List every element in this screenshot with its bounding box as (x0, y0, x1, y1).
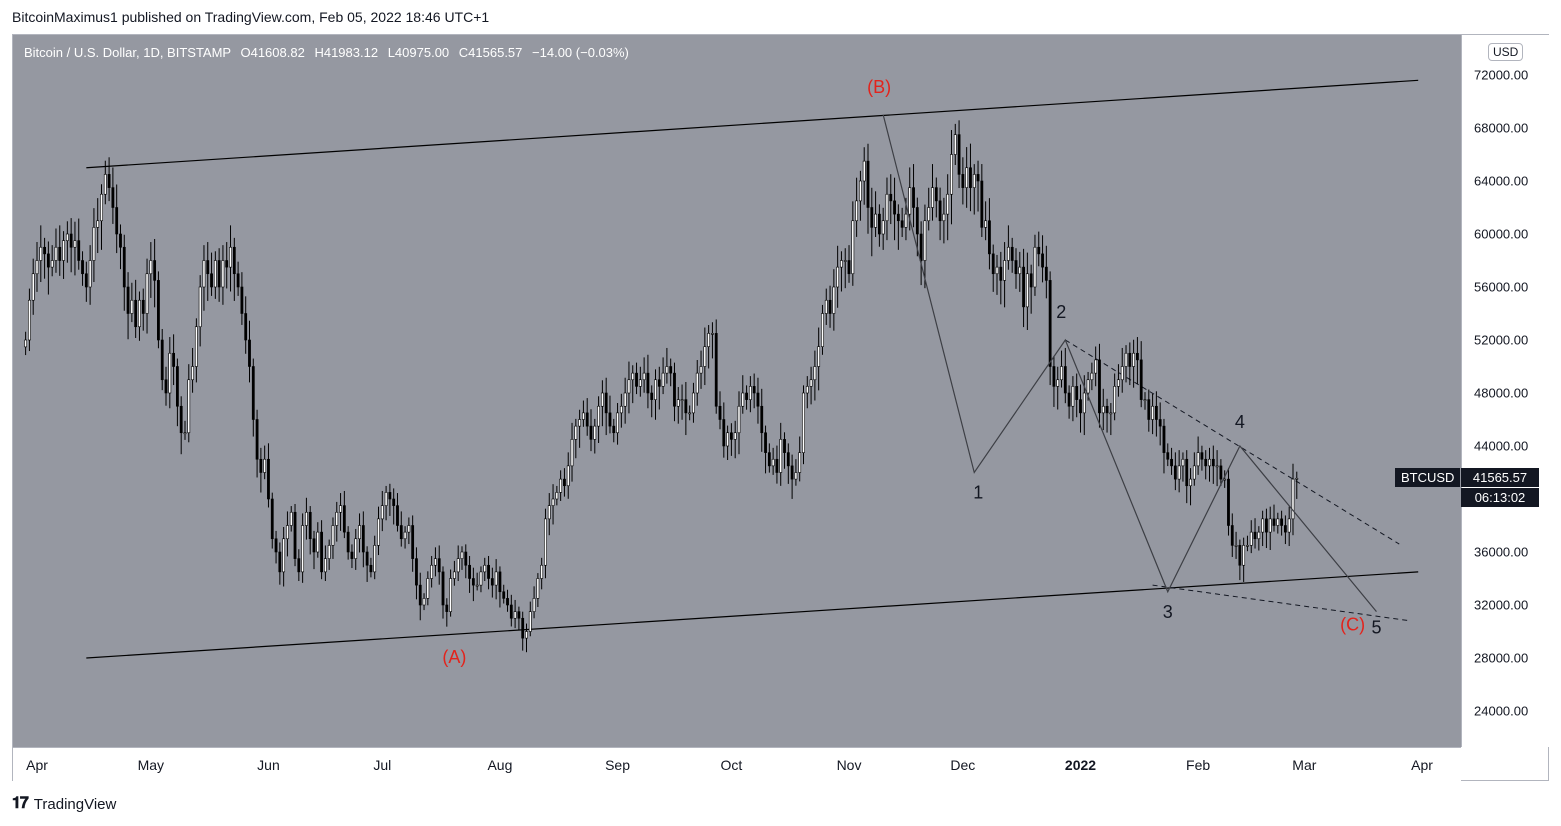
y-tick-label: 60000.00 (1474, 226, 1529, 242)
price-axis[interactable] (1461, 35, 1549, 747)
x-tick-label: Oct (720, 757, 743, 773)
x-tick-label: May (137, 757, 165, 773)
y-tick-label: 64000.00 (1474, 173, 1529, 189)
symbol-tag: BTCUSD (1395, 468, 1461, 487)
brand-name: TradingView (33, 795, 117, 813)
y-tick-label: 32000.00 (1474, 597, 1529, 613)
x-tick-label: Mar (1292, 757, 1317, 773)
y-tick-label: 48000.00 (1474, 385, 1529, 401)
currency-button[interactable]: USD (1488, 43, 1524, 61)
x-tick-label: Jun (257, 757, 280, 773)
y-tick-label: 28000.00 (1474, 650, 1529, 666)
x-tick-label: 2022 (1064, 757, 1097, 773)
x-tick-label: Apr (26, 757, 48, 773)
legend-symbol: Bitcoin / U.S. Dollar, 1D, BITSTAMP (24, 45, 231, 60)
x-tick-label: Sep (605, 757, 631, 773)
y-tick-label: 36000.00 (1474, 544, 1529, 560)
x-tick-label: Apr (1411, 757, 1433, 773)
ohlc-legend: Bitcoin / U.S. Dollar, 1D, BITSTAMP O416… (24, 45, 629, 60)
legend-open: O41608.82 (240, 45, 305, 60)
bar-countdown-tag: 06:13:02 (1461, 488, 1539, 507)
x-tick-label: Aug (487, 757, 513, 773)
y-tick-label: 52000.00 (1474, 332, 1529, 348)
legend-change: −14.00 (−0.03%) (532, 45, 629, 60)
legend-high: H41983.12 (314, 45, 379, 60)
last-price-tag: 41565.57 (1461, 468, 1539, 487)
legend-close: C41565.57 (458, 45, 523, 60)
y-tick-label: 56000.00 (1474, 279, 1529, 295)
y-tick-label: 72000.00 (1474, 67, 1529, 83)
x-tick-label: Nov (836, 757, 862, 773)
y-tick-label: 44000.00 (1474, 438, 1529, 454)
tradingview-brand[interactable]: 𝟏𝟕 TradingView (12, 795, 116, 813)
publisher-line: BitcoinMaximus1 published on TradingView… (12, 9, 490, 25)
y-tick-label: 24000.00 (1474, 703, 1529, 719)
legend-low: L40975.00 (387, 45, 450, 60)
y-tick-label: 68000.00 (1474, 120, 1529, 136)
tradingview-logo-icon: 𝟏𝟕 (12, 795, 29, 812)
plot-area[interactable] (13, 35, 1461, 747)
x-tick-label: Dec (950, 757, 976, 773)
x-tick-label: Jul (373, 757, 392, 773)
x-tick-label: Feb (1186, 757, 1211, 773)
time-axis[interactable] (13, 747, 1461, 781)
